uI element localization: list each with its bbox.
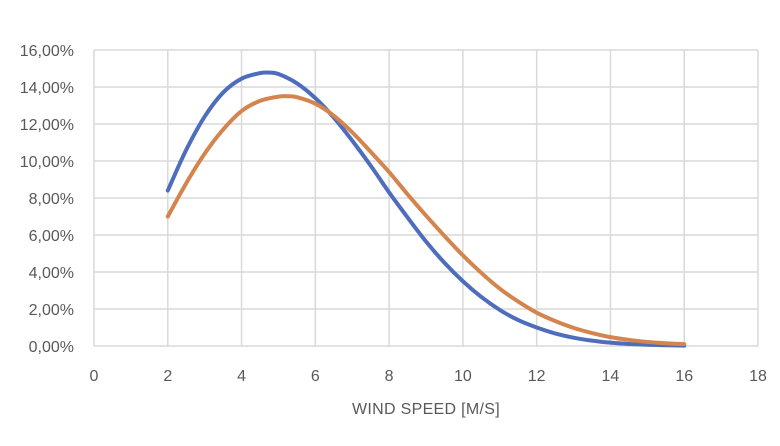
x-tick-label: 10 bbox=[454, 368, 472, 385]
series-lines bbox=[165, 70, 687, 348]
x-tick-label: 2 bbox=[163, 368, 172, 385]
x-tick-label: 6 bbox=[311, 368, 320, 385]
x-axis-tick-labels: 0 2 4 6 8 10 12 14 16 18 bbox=[90, 368, 767, 385]
x-tick-label: 4 bbox=[237, 368, 246, 385]
y-tick-label: 12,00% bbox=[20, 117, 74, 134]
x-tick-label: 18 bbox=[749, 368, 767, 385]
y-tick-label: 2,00% bbox=[29, 302, 74, 319]
x-tick-label: 14 bbox=[602, 368, 620, 385]
y-tick-label: 6,00% bbox=[29, 228, 74, 245]
y-tick-label: 14,00% bbox=[20, 80, 74, 97]
y-tick-label: 0,00% bbox=[29, 339, 74, 356]
y-tick-label: 16,00% bbox=[20, 43, 74, 60]
gridlines bbox=[93, 49, 759, 347]
x-tick-label: 12 bbox=[528, 368, 546, 385]
y-axis-tick-labels: 0,00% 2,00% 4,00% 6,00% 8,00% 10,00% 12,00% 14,… bbox=[20, 43, 74, 356]
x-tick-label: 8 bbox=[385, 368, 394, 385]
y-tick-label: 8,00% bbox=[29, 191, 74, 208]
series-line-2 bbox=[165, 94, 687, 347]
y-tick-label: 4,00% bbox=[29, 265, 74, 282]
x-tick-label: 16 bbox=[675, 368, 693, 385]
series-line-1 bbox=[165, 70, 687, 348]
y-tick-label: 10,00% bbox=[20, 154, 74, 171]
x-tick-label: 0 bbox=[90, 368, 99, 385]
x-axis-title: WIND SPEED [M/S] bbox=[352, 401, 500, 418]
